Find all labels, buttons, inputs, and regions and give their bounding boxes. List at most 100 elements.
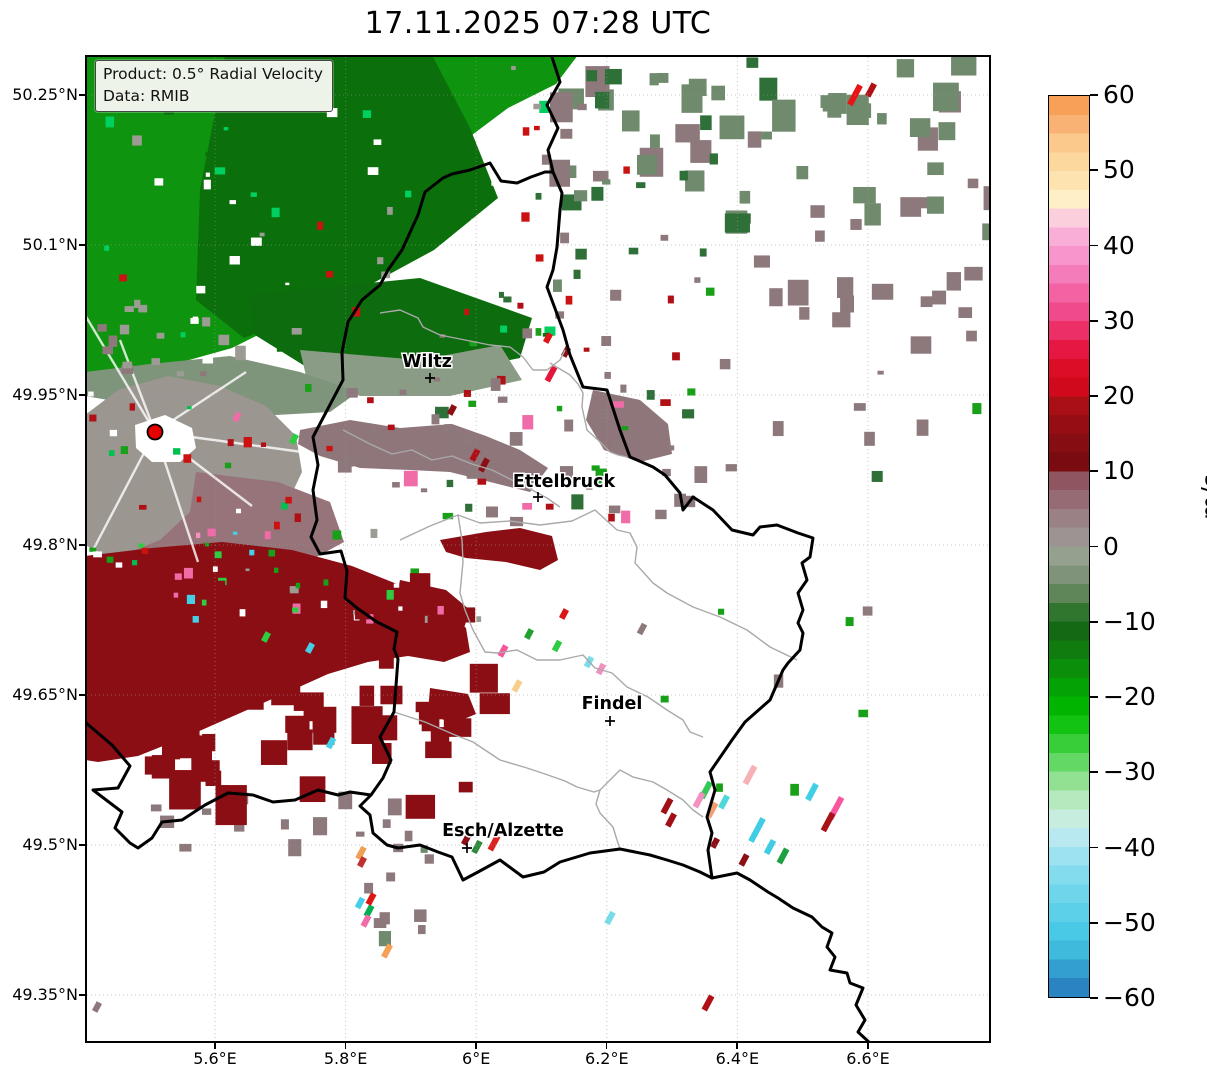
radar-ray (90, 431, 157, 553)
colorbar-tick-label: −40 (1103, 832, 1156, 862)
echo-speckle (649, 73, 659, 86)
colorbar-tick-mark (1090, 470, 1098, 473)
echo-speckle (234, 819, 245, 832)
radar-ray (87, 316, 157, 433)
x-tick-mark (867, 1043, 869, 1049)
echo-speckle (983, 186, 989, 211)
echo-speckle (586, 485, 593, 490)
echo-speckle (463, 390, 471, 397)
echo-speckle (419, 626, 442, 656)
echo-speckle (602, 179, 611, 185)
echo-speckle (485, 506, 498, 518)
colorbar-tick-mark (1090, 620, 1098, 623)
echo-speckle (276, 347, 282, 352)
echo-speckle (119, 274, 127, 282)
echo-speckle (496, 375, 506, 385)
echo-speckle (533, 103, 542, 110)
echo-streak (544, 365, 558, 383)
echo-speckle (608, 505, 621, 514)
echo-speckle (517, 302, 524, 309)
echo-speckle (431, 414, 440, 425)
echo-speckle (509, 432, 523, 446)
country-border (309, 161, 815, 882)
y-tick-mark (79, 994, 85, 996)
data-source-label: Data: RMIB (103, 86, 190, 105)
colorbar-tick-mark (1090, 169, 1098, 172)
colorbar-tick-mark (1090, 545, 1098, 548)
echo-speckle (594, 91, 610, 109)
echo-speckle (382, 819, 391, 828)
echo-speckle (471, 218, 478, 227)
echo-speckle (172, 700, 191, 717)
country-border (87, 721, 373, 850)
echo-speckle (317, 221, 324, 230)
echo-speckle (303, 698, 322, 722)
echo-speckle (446, 479, 454, 488)
echo-speckle (106, 556, 114, 563)
echo-speckle (351, 623, 364, 640)
colorbar-tick-mark (1090, 921, 1098, 924)
echo-speckle (927, 162, 944, 176)
colorbar-tick-label: 20 (1103, 381, 1135, 410)
x-tick-mark (344, 1043, 347, 1049)
echo-speckle (268, 636, 281, 654)
echo-speckle (192, 316, 199, 323)
colorbar-tick-mark (1090, 395, 1098, 397)
echo-speckle (549, 159, 571, 187)
echo-speckle (694, 277, 701, 283)
echo-speckle (405, 344, 412, 351)
echo-speckle (675, 124, 700, 143)
echo-speckle (124, 306, 134, 313)
echo-streak (447, 404, 457, 416)
echo-speckle (542, 333, 549, 337)
echo-speckle (431, 169, 443, 180)
echo-speckle (938, 122, 956, 141)
echo-speckle (772, 421, 784, 437)
echo-speckle (415, 701, 433, 713)
echo-speckle (216, 302, 223, 310)
echo-speckle (688, 78, 707, 96)
echo-speckle (89, 414, 97, 422)
echo-speckle (346, 388, 358, 398)
echo-speckle (442, 512, 454, 520)
echo-speckle (469, 663, 498, 693)
echo-speckle (156, 721, 173, 738)
echo-streak (665, 812, 677, 828)
echo-streak (355, 845, 367, 861)
echo-speckle (456, 188, 463, 196)
echo-speckle (746, 57, 759, 68)
echo-speckle (239, 609, 246, 617)
echo-speckle (433, 377, 441, 382)
echo-speckle (121, 365, 134, 375)
echo-speckle (420, 488, 428, 493)
echo-speckle (119, 324, 130, 335)
echo-speckle (541, 154, 552, 165)
echo-speckle (274, 521, 280, 530)
echo-speckle (370, 528, 378, 539)
echo-streak (469, 448, 481, 462)
echo-speckle (326, 271, 334, 278)
x-tick-label: 6°E (462, 1049, 491, 1068)
colorbar-unit-label: m/s (1196, 474, 1207, 520)
city-label: Ettelbruck (513, 472, 616, 492)
echo-speckle (685, 170, 705, 192)
echo-speckle (539, 100, 549, 114)
echo-speckle (291, 327, 302, 335)
echo-speckle (192, 616, 199, 623)
district-border (457, 514, 704, 738)
echo-speckle (279, 681, 301, 703)
echo-speckle (799, 307, 810, 320)
echo-speckle (280, 819, 289, 830)
echo-speckle (180, 332, 186, 338)
echo-speckle (769, 288, 783, 307)
echo-speckle (610, 289, 622, 301)
echo-speckle (690, 140, 712, 163)
echo-speckle (646, 390, 655, 400)
echo-speckle (183, 454, 192, 463)
echo-speckle (104, 245, 110, 251)
echo-streak (487, 834, 501, 852)
echo-streak (511, 679, 523, 693)
y-tick-label: 49.65°N (12, 685, 78, 704)
city-marker (605, 716, 615, 726)
echo-speckle (109, 429, 118, 437)
